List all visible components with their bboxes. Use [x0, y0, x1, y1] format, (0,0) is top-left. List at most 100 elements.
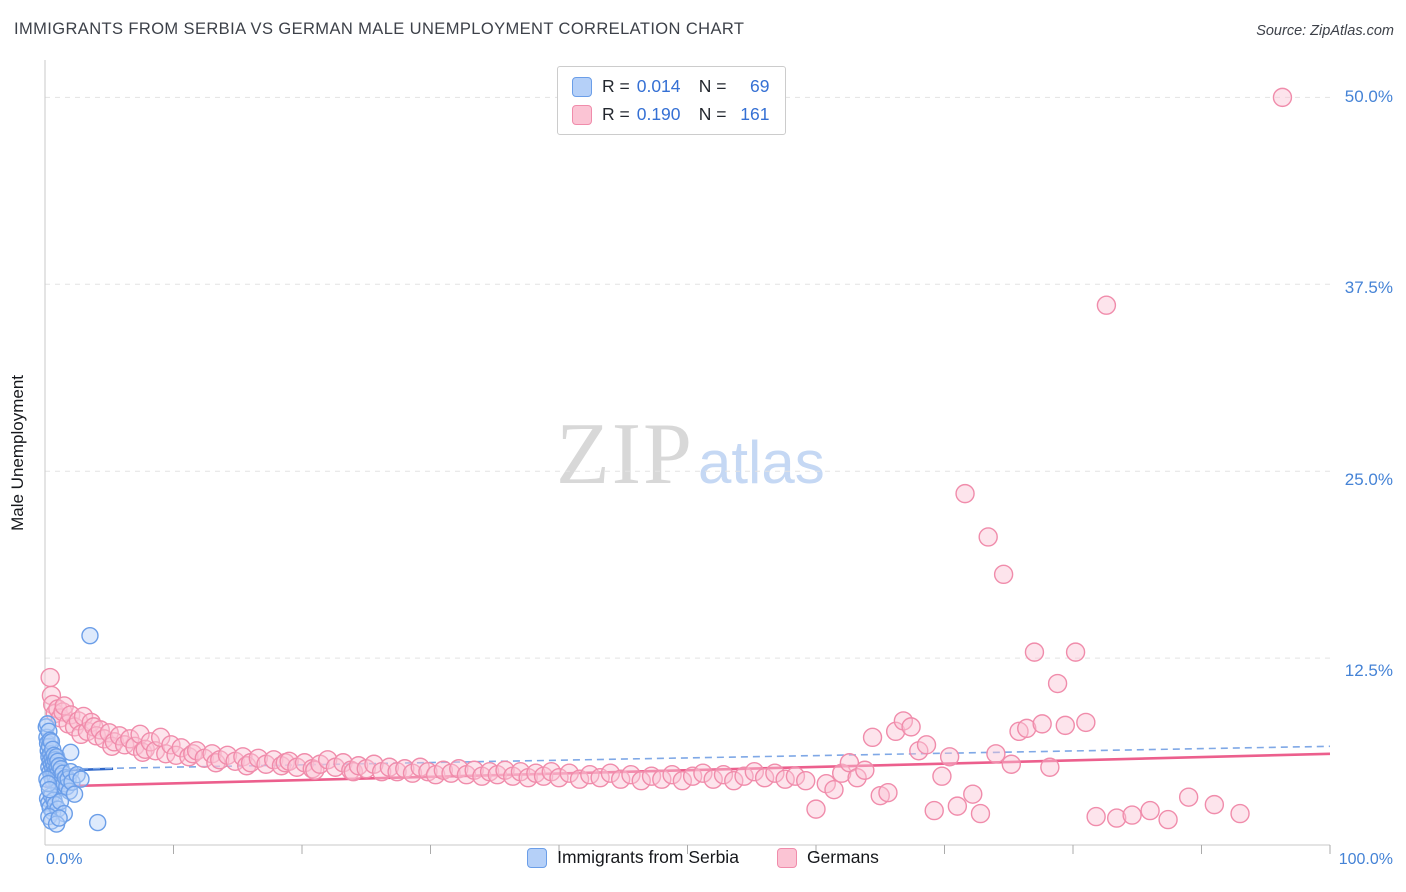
- germans-point: [140, 732, 161, 752]
- germans-point: [510, 762, 531, 782]
- germans-point: [885, 721, 906, 742]
- germans-point: [785, 766, 806, 786]
- germans-point: [947, 796, 968, 816]
- y-tick-label-12-5: 12.5%: [1344, 661, 1393, 680]
- germans-legend-label: Germans: [806, 847, 879, 867]
- germans-point: [932, 766, 952, 786]
- germans-point: [1140, 800, 1160, 821]
- immigrants-from-serbia-point: [40, 722, 58, 741]
- germans-point: [1065, 642, 1086, 662]
- trend-line: [44, 752, 1331, 788]
- germans-point: [862, 727, 883, 748]
- germans-point: [832, 763, 852, 783]
- germans-point: [824, 779, 844, 800]
- immigrants-from-serbia-point: [81, 626, 99, 645]
- germans-point: [855, 760, 875, 780]
- germans-point: [569, 769, 590, 789]
- germans-point: [703, 769, 723, 789]
- legend-item-serbia: Immigrants from Serbia: [527, 847, 739, 868]
- germans-point: [1009, 721, 1029, 742]
- y-axis-title-text: Male Unemployment: [8, 374, 27, 531]
- germans-point: [1178, 787, 1199, 807]
- germans-point: [662, 765, 682, 785]
- germans-point: [870, 785, 890, 806]
- germans-point: [734, 766, 754, 786]
- germans-point: [279, 751, 299, 771]
- immigrants-from-serbia-point: [88, 813, 107, 832]
- serbia-legend-swatch: [527, 847, 548, 868]
- series-legend: Immigrants from Serbia Germans: [0, 847, 1406, 868]
- germans-point: [449, 759, 469, 779]
- zipatlas-watermark: ZIP atlas: [556, 404, 825, 505]
- germans-point: [621, 765, 641, 785]
- page-title: IMMIGRANTS FROM SERBIA VS GERMAN MALE UN…: [14, 20, 745, 38]
- immigrants-from-serbia-point: [50, 809, 68, 827]
- legend-item-germans: Germans: [776, 847, 879, 868]
- germans-point: [387, 762, 407, 782]
- immigrants-from-serbia-point: [61, 743, 80, 761]
- germans-point: [765, 763, 785, 783]
- source-attribution: Source: ZipAtlas.com: [1256, 23, 1394, 39]
- germans-point: [186, 741, 207, 761]
- trend-line: [44, 745, 1331, 771]
- germans-point: [955, 483, 975, 504]
- germans-point: [526, 763, 546, 783]
- serbia-swatch: [572, 76, 592, 97]
- germans-point: [1024, 642, 1045, 662]
- germans-point: [1086, 806, 1106, 827]
- germans-point: [264, 750, 284, 770]
- germans-legend-swatch: [776, 847, 797, 868]
- germans-point: [217, 745, 238, 765]
- germans-point: [816, 773, 836, 794]
- germans-point: [1230, 803, 1250, 824]
- germans-point: [1032, 714, 1052, 734]
- germans-point: [901, 717, 921, 737]
- r-label: R =: [602, 104, 630, 124]
- germans-point: [590, 768, 610, 788]
- germans-point: [433, 760, 454, 780]
- germans-point: [1076, 712, 1096, 733]
- watermark-atlas-text: atlas: [698, 429, 825, 496]
- y-tick-label-50: 50.0%: [1344, 87, 1393, 106]
- germans-point: [744, 762, 765, 782]
- germans-point: [893, 711, 914, 731]
- germans-point: [986, 744, 1006, 764]
- serbia-stats-row: R = 0.014 N = 69: [572, 76, 769, 97]
- serbia-r-value: 0.014: [636, 76, 681, 96]
- germans-point: [878, 782, 898, 803]
- x-axis-max-label: 100.0%: [1338, 851, 1393, 868]
- germans-point: [610, 769, 631, 789]
- serbia-n-value: 69: [750, 76, 770, 96]
- germans-point: [1158, 809, 1178, 830]
- germans-point: [916, 735, 937, 755]
- germans-point: [978, 527, 998, 547]
- germans-point: [1106, 808, 1127, 828]
- n-label: N =: [698, 76, 727, 96]
- germans-point: [993, 564, 1014, 585]
- immigrants-from-serbia-point: [72, 770, 90, 788]
- germans-point: [364, 754, 384, 774]
- germans-point: [418, 762, 438, 782]
- germans-point: [1001, 754, 1022, 774]
- y-tick-label-25: 25.0%: [1344, 470, 1393, 489]
- immigrants-from-serbia-point: [40, 780, 59, 799]
- germans-point: [806, 799, 826, 819]
- immigrants-from-serbia-point: [39, 774, 57, 793]
- germans-point: [402, 763, 423, 783]
- germans-point: [970, 803, 991, 824]
- germans-point: [1096, 295, 1117, 315]
- germans-point: [318, 750, 338, 770]
- germans-point: [839, 753, 860, 773]
- germans-point: [1204, 794, 1225, 815]
- germans-point: [305, 760, 325, 780]
- germans-point: [652, 769, 672, 789]
- correlation-stats-legend: R = 0.014 N = 69 R = 0.190 N = 161: [557, 66, 787, 135]
- germans-point: [713, 765, 734, 785]
- germans-point: [724, 771, 744, 791]
- germans-point: [248, 748, 269, 768]
- n-label: N =: [698, 104, 727, 124]
- germans-swatch: [572, 104, 592, 125]
- y-axis-title: Male Unemployment: [8, 60, 28, 845]
- germans-point: [1017, 718, 1037, 739]
